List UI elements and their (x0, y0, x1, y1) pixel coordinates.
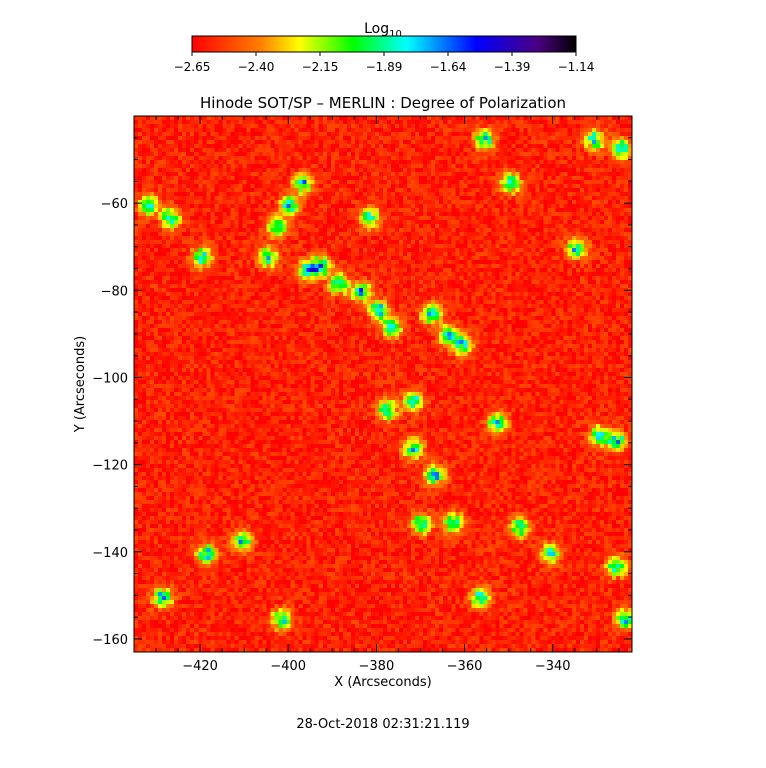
y-axis: −160 −140 −120 −100 −80 −60 (92, 137, 632, 648)
colorbar-tick-label: −1.64 (430, 60, 467, 74)
y-tick-label: −60 (101, 197, 128, 212)
y-tick-label: −80 (101, 284, 128, 299)
colorbar-gradient (191, 35, 577, 53)
colorbar-tick-label: −2.65 (174, 60, 211, 74)
colorbar: Log10 −2.65 −2.40 −2.15 −1.89 −1.64 −1.39 −1.1… (174, 21, 595, 74)
y-axis-label: Y (Arcseconds) (73, 336, 88, 433)
colorbar-ticks: −2.65 −2.40 −2.15 −1.89 −1.64 −1.39 −1.14 (174, 52, 595, 74)
y-tick-label: −160 (92, 633, 128, 648)
colorbar-label: Log10 (364, 21, 402, 40)
chart-title: Hinode SOT/SP – MERLIN : Degree of Polar… (200, 94, 566, 112)
y-tick-label: −100 (92, 371, 128, 386)
colorbar-tick-label: −1.14 (558, 60, 595, 74)
colorbar-tick-label: −2.15 (302, 60, 339, 74)
colorbar-tick-label: −2.40 (238, 60, 275, 74)
plot-frame (133, 115, 633, 653)
x-axis: −420 −400 −380 −360 −340 (155, 116, 620, 674)
plot-area: −420 −400 −380 −360 −340 −160 −140 −120 −100 −80… (92, 115, 633, 674)
polarization-map (134, 116, 632, 652)
colorbar-tick-label: −1.39 (494, 60, 531, 74)
x-tick-label: −420 (182, 659, 218, 674)
x-tick-label: −380 (359, 659, 395, 674)
y-tick-label: −140 (92, 546, 128, 561)
y-tick-label: −120 (92, 459, 128, 474)
x-tick-label: −400 (270, 659, 306, 674)
timestamp: 28-Oct-2018 02:31:21.119 (296, 717, 469, 732)
x-axis-label: X (Arcseconds) (334, 675, 431, 690)
x-tick-label: −340 (535, 659, 571, 674)
x-tick-label: −360 (447, 659, 483, 674)
colorbar-tick-label: −1.89 (366, 60, 403, 74)
